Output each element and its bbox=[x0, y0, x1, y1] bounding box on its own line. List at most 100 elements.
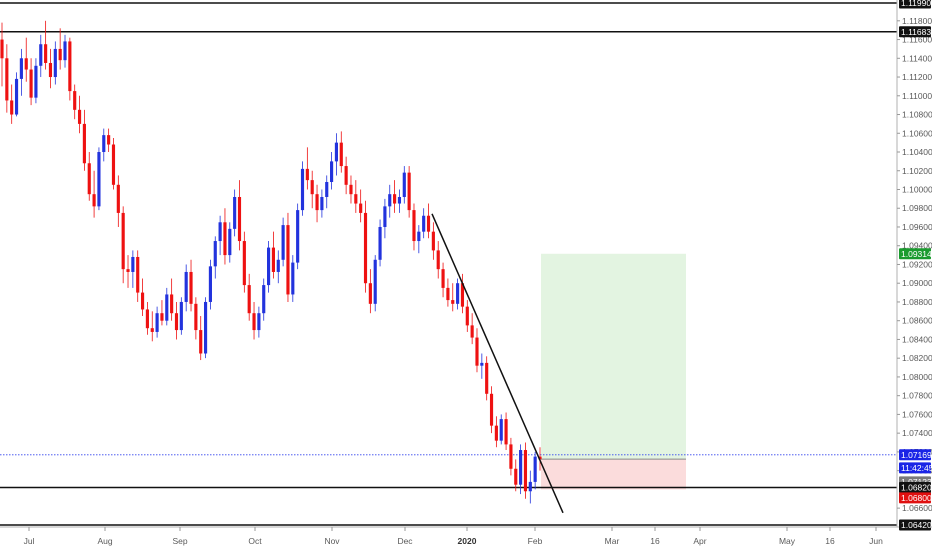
candle bbox=[363, 200, 368, 293]
candle-body bbox=[199, 330, 203, 354]
price-badge-label: 1.06800 bbox=[901, 493, 932, 503]
candle-body bbox=[5, 58, 9, 101]
candle bbox=[126, 255, 130, 288]
candle-body bbox=[179, 301, 183, 331]
candle bbox=[320, 189, 324, 218]
time-tick-label: 2020 bbox=[458, 536, 477, 546]
candle bbox=[107, 128, 111, 153]
candle-body bbox=[107, 135, 111, 145]
candle-body bbox=[363, 212, 368, 284]
candle-body bbox=[44, 44, 48, 63]
candle bbox=[286, 212, 290, 302]
candle-body bbox=[393, 194, 397, 204]
candle bbox=[165, 287, 169, 326]
candle-body bbox=[140, 292, 145, 310]
candle-body bbox=[489, 393, 494, 426]
price-axis[interactable]: 1.11800 1.11600 1.11400 1.11200 1.11000 1.108… bbox=[897, 16, 932, 513]
candle bbox=[422, 208, 426, 239]
candle bbox=[184, 264, 188, 312]
candle bbox=[223, 208, 227, 265]
candle-body bbox=[431, 231, 435, 251]
candle bbox=[528, 470, 532, 504]
time-tick-label: Oct bbox=[248, 536, 262, 546]
candle bbox=[460, 273, 465, 314]
candle-body bbox=[383, 206, 387, 227]
candle bbox=[383, 198, 387, 239]
candle-body bbox=[58, 48, 62, 61]
candle-body bbox=[29, 69, 33, 98]
candle-body bbox=[480, 362, 484, 366]
candle-body bbox=[39, 44, 43, 66]
candle bbox=[281, 217, 285, 267]
price-tick-label: 1.11600 bbox=[902, 35, 932, 45]
trendline[interactable] bbox=[431, 213, 564, 514]
candle-body bbox=[349, 184, 353, 195]
time-tick-label: Nov bbox=[324, 536, 340, 546]
price-tick-label: 1.09600 bbox=[902, 222, 932, 232]
price-tick-label: 1.11800 bbox=[902, 16, 932, 26]
candle-body bbox=[320, 196, 324, 211]
candle bbox=[262, 278, 266, 321]
candle-body bbox=[368, 283, 372, 304]
candle-body bbox=[267, 247, 271, 286]
candle-body bbox=[378, 226, 382, 260]
price-badge-bg bbox=[899, 449, 931, 461]
price-tick-label: 1.08800 bbox=[902, 297, 932, 307]
candle bbox=[179, 297, 183, 335]
candle-body bbox=[519, 450, 523, 485]
candle bbox=[199, 316, 203, 361]
price-tick-label: 1.09400 bbox=[902, 241, 932, 251]
candle bbox=[82, 109, 86, 171]
candle bbox=[431, 222, 435, 260]
candle bbox=[267, 241, 271, 293]
candle-body bbox=[422, 215, 426, 232]
position-zones bbox=[541, 253, 686, 490]
candle-body bbox=[441, 269, 445, 288]
candle bbox=[170, 278, 174, 321]
candle-body bbox=[271, 247, 275, 272]
horizontal-levels bbox=[0, 2, 897, 526]
candle bbox=[388, 184, 392, 218]
candle bbox=[509, 437, 513, 476]
candle-body bbox=[242, 241, 246, 286]
candle bbox=[68, 37, 72, 101]
candle bbox=[228, 222, 232, 263]
candle-body bbox=[82, 123, 86, 164]
candle-body bbox=[150, 328, 154, 332]
candle bbox=[237, 180, 242, 251]
candle-body bbox=[237, 196, 242, 242]
candle-body bbox=[233, 196, 237, 229]
candle-body bbox=[407, 172, 411, 211]
candle-body bbox=[121, 212, 125, 270]
price-tick-label: 1.09200 bbox=[902, 259, 932, 269]
price-tick-label: 1.08200 bbox=[902, 353, 932, 363]
candle-body bbox=[0, 39, 4, 59]
price-badge-label: 1.07169 bbox=[901, 450, 932, 460]
candle-body bbox=[213, 241, 217, 267]
candle-body bbox=[315, 194, 319, 211]
candle bbox=[39, 34, 43, 78]
candle-body bbox=[252, 313, 256, 331]
candle bbox=[325, 175, 329, 209]
candle-body bbox=[286, 225, 290, 295]
candle-body bbox=[68, 41, 72, 92]
candle bbox=[330, 152, 334, 190]
candle bbox=[402, 166, 406, 204]
candle-body bbox=[126, 269, 130, 272]
time-tick-label: 16 bbox=[650, 536, 660, 546]
candle-body bbox=[34, 65, 38, 98]
candle-body bbox=[184, 271, 188, 302]
candle-body bbox=[247, 285, 251, 314]
price-badge-label: 1.11683 bbox=[901, 27, 931, 37]
candle-body bbox=[116, 184, 120, 213]
candle-body bbox=[310, 180, 314, 195]
candle bbox=[5, 44, 9, 113]
candle-body bbox=[339, 142, 343, 167]
candle bbox=[131, 250, 135, 288]
candle-body bbox=[359, 203, 363, 213]
candle-body bbox=[136, 256, 140, 293]
time-axis[interactable]: Jul Aug Sep Oct Nov Dec 2020 Feb Mar 16 Apr May 16 Ju… bbox=[24, 527, 884, 546]
candle-body bbox=[102, 135, 106, 153]
price-badge-bg bbox=[899, 482, 931, 494]
